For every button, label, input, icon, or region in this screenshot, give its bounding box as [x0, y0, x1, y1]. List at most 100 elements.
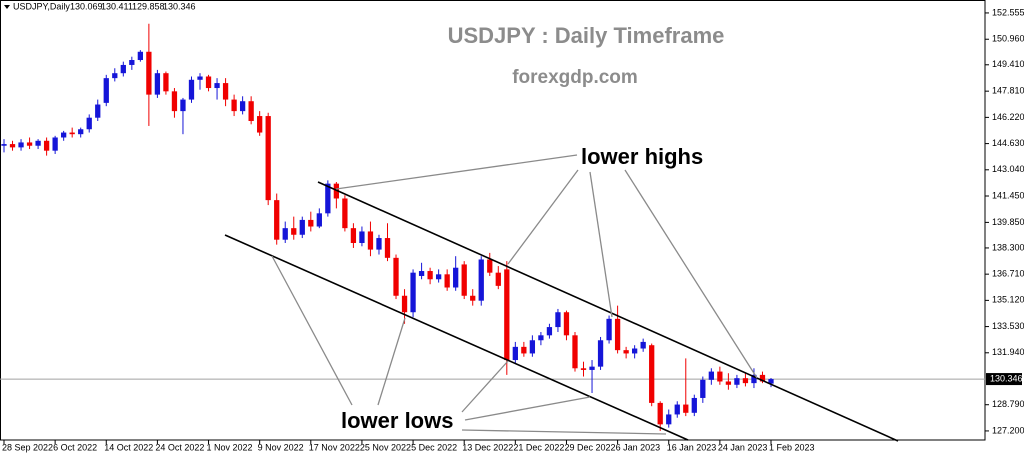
- candle-body: [274, 200, 280, 240]
- candle-body: [69, 132, 75, 135]
- y-tick-label: 127.200: [992, 425, 1024, 435]
- pointer-line: [589, 171, 613, 318]
- y-tick-label: 152.555: [992, 7, 1024, 17]
- candle-body: [350, 228, 357, 243]
- candle-body: [95, 104, 101, 118]
- candle-body: [52, 137, 58, 151]
- candle-body: [35, 140, 41, 146]
- candle-body: [137, 51, 143, 61]
- lower-channel-line: [224, 234, 689, 441]
- x-tick-label: 5 Dec 2022: [411, 442, 457, 452]
- candle-body: [666, 414, 672, 425]
- candle-body: [623, 350, 629, 354]
- candle-body: [597, 340, 604, 367]
- candle-body: [725, 381, 732, 385]
- candle-body: [640, 341, 646, 349]
- y-tick-label: 150.960: [992, 34, 1024, 44]
- candle-body: [299, 219, 305, 235]
- candle-body: [197, 76, 203, 80]
- y-tick-label: 128.790: [992, 399, 1024, 409]
- candle-body: [555, 312, 561, 328]
- y-tick-label: 147.810: [992, 86, 1024, 96]
- pointer-line: [335, 154, 578, 190]
- candle-body: [734, 378, 740, 385]
- candle-body: [257, 116, 263, 133]
- y-tick-label: 136.710: [992, 269, 1024, 279]
- x-tick-label: 28 Sep 2022: [2, 442, 53, 452]
- candle-body: [78, 129, 84, 135]
- candle-body: [470, 295, 476, 301]
- pointer-line: [624, 169, 758, 379]
- candle-body: [231, 99, 237, 112]
- candle-body: [632, 348, 638, 354]
- candle-body: [504, 269, 510, 361]
- candle-body: [282, 228, 288, 240]
- y-tick-label: 139.850: [992, 217, 1024, 227]
- y-tick-label: 141.450: [992, 190, 1024, 200]
- candle-body: [393, 257, 399, 296]
- candle-body: [691, 397, 697, 413]
- candle-body: [614, 318, 621, 351]
- axes-layer: 152.555 150.960 149.410 147.810 146.220 144.6…: [0, 7, 1024, 452]
- candle-body: [580, 368, 587, 370]
- candle-body: [367, 231, 374, 250]
- candle-body: [427, 271, 433, 280]
- candle-body: [606, 318, 612, 341]
- candle-body: [742, 378, 749, 384]
- candle-body: [239, 101, 246, 112]
- candle-body: [308, 219, 314, 227]
- candle-body: [146, 51, 152, 95]
- chart-subtitle: forexgdp.com: [512, 67, 638, 88]
- candle-body: [316, 213, 322, 227]
- candle-body: [418, 271, 425, 276]
- pointer-line: [461, 429, 667, 435]
- ohlc-close: 130.346: [163, 1, 196, 11]
- y-tick-label: 133.530: [992, 321, 1024, 331]
- price-box: [986, 373, 1022, 386]
- candle-body: [120, 64, 126, 74]
- x-tick-label: 6 Jan 2023: [616, 442, 661, 452]
- candle-body: [751, 374, 757, 384]
- y-tick-label: 138.300: [992, 242, 1024, 252]
- candle-body: [9, 144, 16, 148]
- candle-body: [265, 116, 271, 201]
- candle-body: [325, 183, 331, 214]
- y-tick-label: 131.940: [992, 347, 1024, 357]
- candle-body: [683, 404, 689, 413]
- candle-body: [26, 142, 33, 146]
- candle-body: [589, 366, 595, 370]
- y-tick-label: 149.410: [992, 59, 1024, 69]
- candle-body: [61, 132, 67, 138]
- candle-body: [657, 402, 663, 425]
- candle-body: [708, 371, 714, 380]
- candle-body: [129, 60, 135, 65]
- ohlc-open: 130.069: [70, 1, 103, 11]
- candle-body: [18, 142, 24, 148]
- candle-body: [103, 78, 109, 103]
- candle-body: [214, 83, 220, 89]
- candle-body: [384, 238, 391, 258]
- candle-body: [521, 346, 527, 354]
- candle-body: [717, 371, 723, 382]
- candle-body: [487, 259, 493, 273]
- annotation: lower lows: [341, 408, 453, 433]
- candle-body: [563, 312, 570, 336]
- x-tick-label: 16 Jan 2023: [667, 442, 717, 452]
- candle-body: [401, 295, 408, 313]
- candle-body: [700, 379, 706, 398]
- candle-body: [205, 76, 212, 89]
- y-tick-label: 143.040: [992, 164, 1024, 174]
- y-tick-label: 146.220: [992, 112, 1024, 122]
- candle-body: [154, 73, 161, 95]
- pointer-line: [507, 169, 579, 265]
- candle-body: [478, 259, 484, 301]
- candle-body: [529, 340, 536, 354]
- candle-body: [512, 346, 518, 361]
- x-tick-label: 25 Nov 2022: [360, 442, 411, 452]
- x-tick-label: 17 Nov 2022: [309, 442, 360, 452]
- x-tick-label: 24 Jan 2023: [718, 442, 768, 452]
- candle-body: [291, 228, 297, 235]
- x-tick-label: 21 Dec 2022: [513, 442, 564, 452]
- candle-body: [43, 140, 50, 151]
